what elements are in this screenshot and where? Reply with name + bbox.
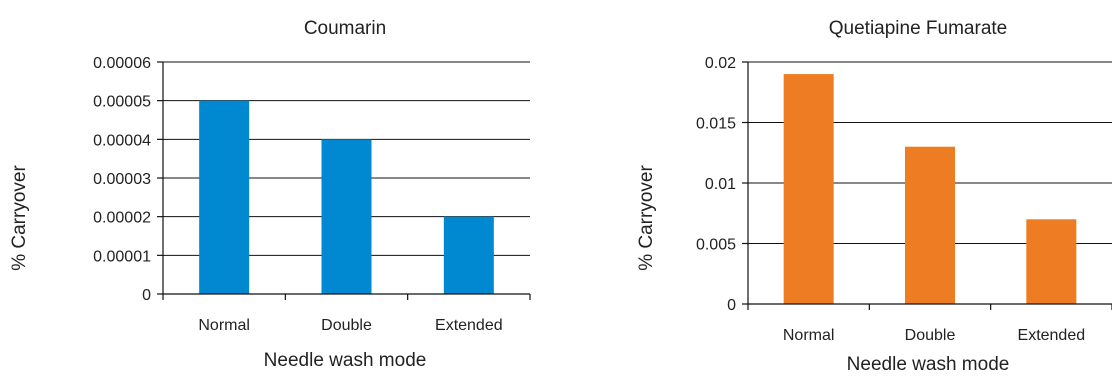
bar-normal bbox=[199, 100, 250, 295]
bar-double bbox=[321, 139, 372, 294]
y-tick-label: 0.01 bbox=[705, 176, 736, 193]
bars bbox=[783, 74, 1077, 304]
ticks: 0 0.005 0.01 0.015 0.02 Normal Double Extended bbox=[696, 55, 1112, 344]
y-tick-label: 0.00001 bbox=[93, 248, 151, 265]
y-axis-label: % Carryover bbox=[9, 165, 30, 271]
x-tick-label: Normal bbox=[198, 317, 250, 334]
coumarin-chart: Coumarin % Carryover Needle wash mode 00… bbox=[9, 18, 531, 371]
y-axis-label: % Carryover bbox=[636, 165, 657, 271]
quetiapine-fumarate-chart: Quetiapine Fumarate % Carryover Needle w… bbox=[636, 18, 1112, 375]
y-tick-label: 0.00005 bbox=[93, 94, 151, 111]
y-tick-label: 0 bbox=[727, 297, 736, 314]
bar-extended bbox=[443, 216, 494, 294]
y-tick-label: 0.015 bbox=[696, 116, 736, 133]
bar-extended bbox=[1026, 219, 1077, 304]
x-tick-label: Normal bbox=[783, 327, 835, 344]
chart-title: Coumarin bbox=[304, 18, 386, 39]
y-tick-label: 0.00003 bbox=[93, 171, 151, 188]
y-tick-label: 0.00006 bbox=[93, 55, 151, 72]
x-tick-label: Extended bbox=[435, 317, 503, 334]
y-tick-label: 0.005 bbox=[696, 237, 736, 254]
x-axis-label: Needle wash mode bbox=[847, 354, 1010, 375]
y-tick-label: 0 bbox=[142, 287, 151, 304]
y-tick-label: 0.02 bbox=[705, 55, 736, 72]
ticks: 0 0.00001 0.00002 0.00003 0.00004 0.00005 0.00… bbox=[93, 55, 531, 334]
bar-double bbox=[905, 146, 955, 304]
x-tick-label: Extended bbox=[1018, 327, 1086, 344]
bars bbox=[199, 100, 494, 295]
x-tick-label: Double bbox=[321, 317, 372, 334]
x-tick-label: Double bbox=[905, 327, 956, 344]
chart-title: Quetiapine Fumarate bbox=[829, 18, 1008, 39]
x-axis-label: Needle wash mode bbox=[264, 350, 427, 371]
y-tick-label: 0.00004 bbox=[93, 132, 151, 149]
y-tick-label: 0.00002 bbox=[93, 210, 151, 227]
bar-normal bbox=[783, 74, 834, 304]
